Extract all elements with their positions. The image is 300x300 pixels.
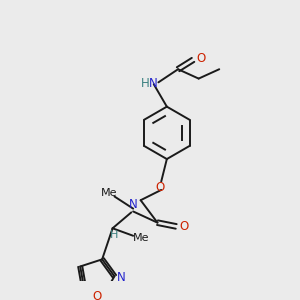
Text: N: N: [129, 198, 137, 212]
Text: H: H: [110, 230, 118, 240]
Text: N: N: [148, 77, 157, 90]
Text: O: O: [156, 181, 165, 194]
Text: H: H: [141, 77, 150, 90]
Text: O: O: [179, 220, 188, 233]
Text: N: N: [117, 271, 125, 284]
Text: Me: Me: [100, 188, 117, 198]
Text: O: O: [92, 290, 102, 300]
Text: Me: Me: [133, 232, 150, 243]
Text: O: O: [196, 52, 205, 64]
